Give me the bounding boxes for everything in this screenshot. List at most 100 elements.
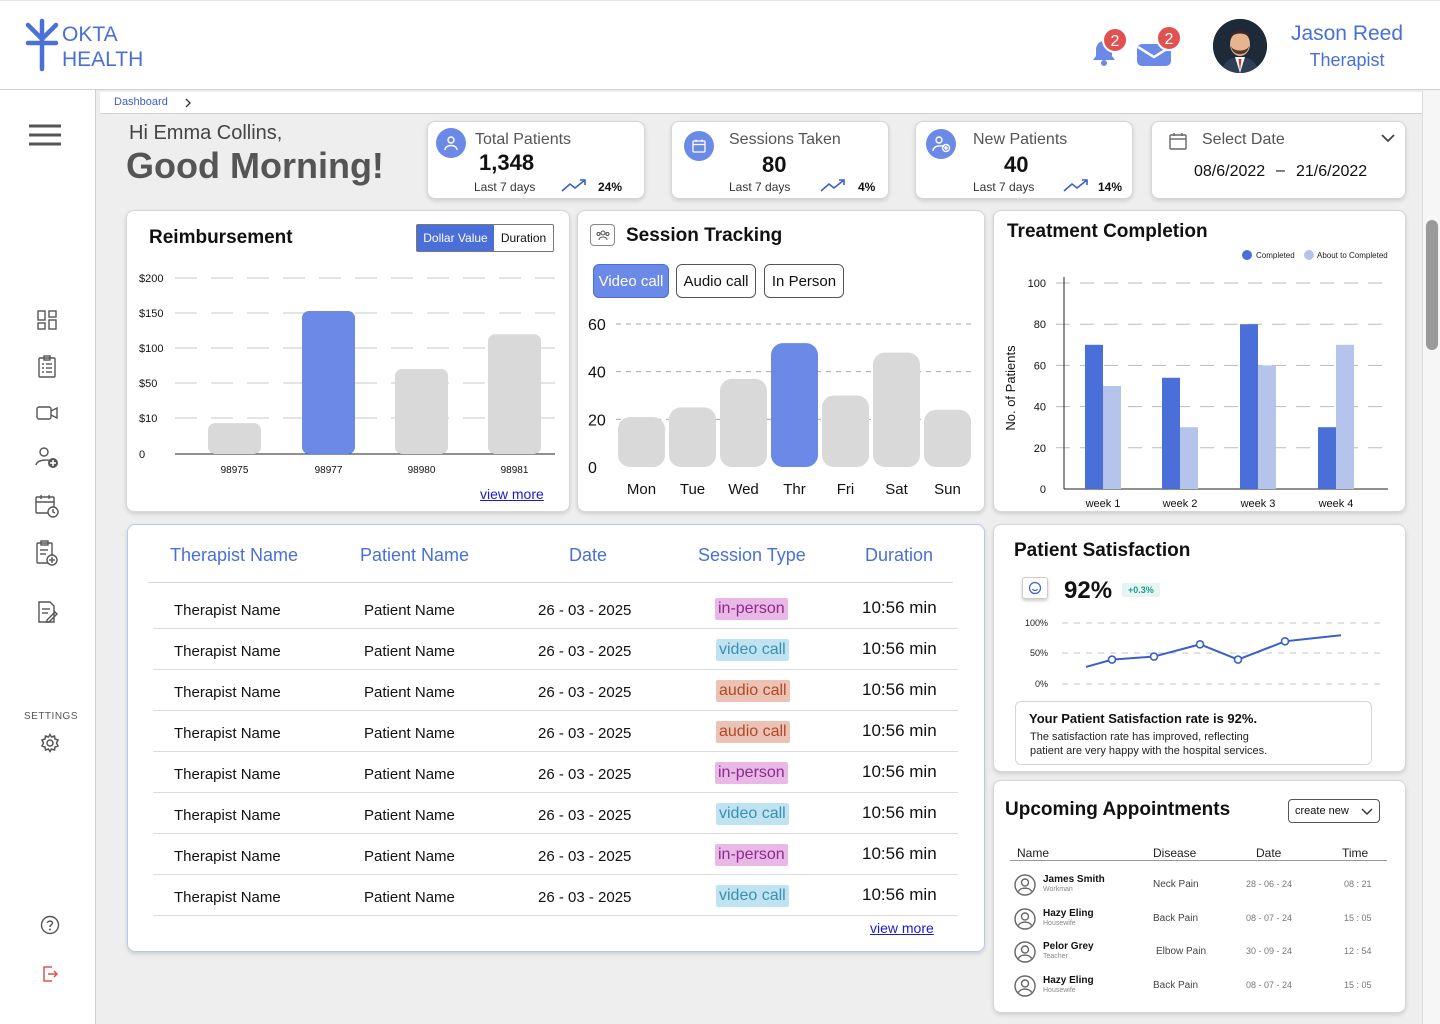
appt-col-date: Date [1256, 846, 1282, 860]
cell-date: 26 - 03 - 2025 [538, 602, 632, 619]
cell-duration: 10:56 min [862, 721, 937, 740]
table-row[interactable]: Therapist Name Patient Name 26 - 03 - 2025… [153, 629, 958, 670]
page-scrollbar[interactable] [1422, 90, 1440, 1024]
bar[interactable] [302, 311, 355, 454]
bar[interactable] [771, 343, 818, 467]
bar[interactable] [395, 368, 448, 454]
col-session-type[interactable]: Session Type [698, 545, 806, 565]
table-row[interactable]: Therapist Name Patient Name 26 - 03 - 2025… [153, 670, 958, 711]
kpi-sessions-taken[interactable]: Sessions Taken 80 Last 7 days 4% [671, 121, 889, 199]
user-avatar[interactable] [1213, 19, 1267, 73]
chevron-right-icon [185, 98, 191, 108]
bar[interactable] [720, 378, 767, 467]
bar[interactable] [924, 409, 971, 467]
session-type-badge: audio call [716, 680, 790, 702]
bar[interactable] [1240, 324, 1258, 489]
data-point[interactable] [1149, 652, 1159, 661]
menu-button[interactable] [29, 123, 61, 147]
bar[interactable] [822, 395, 869, 468]
x-tick-label: Tue [680, 481, 705, 498]
appt-date: 30 - 09 - 24 [1246, 946, 1293, 956]
session-chart: 60 40 20 0 Mon Tue Wed Thr Fri Sat Sun [588, 317, 976, 498]
bar[interactable] [1318, 427, 1336, 489]
sidebar-item-dashboard[interactable] [34, 307, 60, 333]
bar[interactable] [873, 352, 920, 467]
appointment-row[interactable]: Hazy Eling Housewife Back Pain 08 - 07 - 24… [994, 972, 1406, 1006]
greeting-main: Good Morning! [126, 145, 384, 186]
satisfaction-card: Patient Satisfaction 92% +0.3% 100% 50% 0%… [993, 524, 1406, 772]
date-from[interactable]: 08/6/2022 [1194, 163, 1266, 180]
y-tick-label: 0 [588, 460, 597, 477]
bar[interactable] [1103, 386, 1121, 489]
breadcrumb-dashboard[interactable]: Dashboard [114, 96, 168, 108]
cell-date: 26 - 03 - 2025 [538, 848, 632, 865]
tab-video-call[interactable]: Video call [593, 264, 669, 298]
table-row[interactable]: Therapist Name Patient Name 26 - 03 - 2025… [153, 752, 958, 793]
table-row[interactable]: Therapist Name Patient Name 26 - 03 - 2025… [153, 834, 958, 875]
data-point[interactable] [1107, 655, 1117, 664]
x-tick-label: Thr [783, 481, 806, 498]
bar[interactable] [618, 416, 665, 467]
kpi-total-patients[interactable]: Total Patients 1,348 Last 7 days 24% [427, 121, 645, 199]
date-select[interactable]: Select Date 08/6/2022 – 21/6/2022 [1151, 121, 1406, 199]
bar[interactable] [1336, 344, 1354, 489]
y-tick-label: $100 [139, 343, 163, 355]
x-tick-label: week 2 [1162, 498, 1198, 510]
date-to[interactable]: 21/6/2022 [1296, 163, 1368, 180]
appt-role: Housewife [1043, 920, 1076, 927]
bar[interactable] [669, 407, 716, 467]
appt-time: 15 : 05 [1344, 913, 1372, 923]
toggle-dollar-value[interactable]: Dollar Value [417, 225, 494, 251]
appt-col-disease: Disease [1153, 846, 1197, 860]
settings-button[interactable] [38, 731, 62, 755]
help-button[interactable] [38, 913, 62, 937]
cell-patient: Patient Name [364, 684, 455, 701]
col-patient-name[interactable]: Patient Name [360, 545, 470, 565]
reimbursement-view-more[interactable]: view more [480, 486, 544, 502]
bar[interactable] [1085, 344, 1103, 489]
logout-button[interactable] [38, 962, 62, 986]
col-date[interactable]: Date [569, 545, 608, 565]
sidebar-item-reports[interactable] [34, 600, 60, 626]
appointment-row[interactable]: Pelor Grey Teacher Elbow Pain 30 - 09 - 24 1… [994, 938, 1406, 972]
bar[interactable] [208, 423, 261, 454]
user-info[interactable]: Jason Reed Therapist [1280, 22, 1414, 71]
appointment-row[interactable]: Hazy Eling Housewife Back Pain 08 - 07 - 24… [994, 905, 1406, 939]
bar[interactable] [488, 334, 541, 454]
table-row[interactable]: Therapist Name Patient Name 26 - 03 - 2025… [153, 875, 958, 916]
kpi-new-patients[interactable]: New Patients 40 Last 7 days 14% [915, 121, 1133, 199]
bar[interactable] [1162, 377, 1180, 489]
create-new-select[interactable]: create new [1288, 799, 1380, 823]
session-type-badge: in-person [715, 844, 788, 866]
appointment-row[interactable]: James Smith Workman Neck Pain 28 - 06 - 24 0… [994, 871, 1406, 905]
date-select-label: Select Date [1202, 131, 1285, 148]
bar[interactable] [1180, 427, 1198, 489]
table-row[interactable]: Therapist Name Patient Name 26 - 03 - 2025… [153, 711, 958, 752]
y-tick-label: 40 [1034, 402, 1046, 414]
table-row[interactable]: Therapist Name Patient Name 26 - 03 - 2025… [153, 793, 958, 834]
tab-in-person[interactable]: In Person [764, 264, 844, 298]
col-therapist-name[interactable]: Therapist Name [170, 545, 299, 565]
satisfaction-line [1085, 634, 1342, 668]
sidebar-item-add-record[interactable] [34, 540, 60, 567]
kpi-value: 40 [1004, 152, 1029, 177]
data-point[interactable] [1195, 640, 1205, 649]
chevron-down-icon[interactable] [1380, 133, 1396, 143]
kpi-sub: Last 7 days [973, 180, 1035, 194]
tab-audio-call[interactable]: Audio call [676, 264, 756, 298]
satisfaction-delta: +0.3% [1122, 583, 1160, 597]
sidebar-item-video[interactable] [34, 400, 60, 426]
data-point[interactable] [1280, 636, 1290, 646]
table-row[interactable]: Therapist Name Patient Name 26 - 03 - 2025… [153, 588, 958, 629]
data-point[interactable] [1233, 655, 1243, 664]
sidebar-item-records[interactable] [34, 354, 60, 380]
col-duration[interactable]: Duration [865, 545, 934, 565]
bar[interactable] [1258, 365, 1276, 489]
y-tick-label: 100% [1025, 618, 1048, 628]
sidebar-item-add-patient[interactable] [34, 444, 60, 470]
toggle-duration[interactable]: Duration [500, 231, 547, 245]
sidebar-item-schedule[interactable] [34, 493, 60, 519]
cell-date: 26 - 03 - 2025 [538, 725, 632, 742]
table-view-more[interactable]: view more [870, 920, 934, 936]
scrollbar-thumb[interactable] [1426, 220, 1438, 350]
